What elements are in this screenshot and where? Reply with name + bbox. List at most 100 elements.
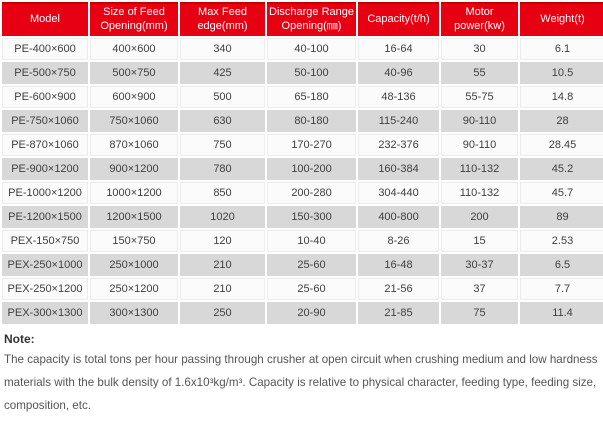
table-cell: 160-384 xyxy=(358,158,439,180)
table-cell: PE-750×1060 xyxy=(2,110,88,132)
table-cell: PE-500×750 xyxy=(2,62,88,84)
table-cell: 75 xyxy=(441,302,518,324)
table-cell: 780 xyxy=(180,158,265,180)
table-cell: 55-75 xyxy=(441,86,518,108)
table-cell: 900×1200 xyxy=(90,158,178,180)
table-cell: 600×900 xyxy=(90,86,178,108)
table-cell: 6.5 xyxy=(520,254,603,276)
table-cell: 2.53 xyxy=(520,230,603,252)
table-cell: 1200×1500 xyxy=(90,206,178,228)
column-header-feed-opening: Size of Feed Opening(mm) xyxy=(90,2,178,36)
table-cell: 110-132 xyxy=(441,182,518,204)
table-cell: PE-1200×1500 xyxy=(2,206,88,228)
table-cell: 210 xyxy=(180,254,265,276)
column-header-model: Model xyxy=(2,2,88,36)
table-cell: 250×1000 xyxy=(90,254,178,276)
spec-table: Model Size of Feed Opening(mm) Max Feed … xyxy=(0,0,603,326)
table-cell: 400-800 xyxy=(358,206,439,228)
table-cell: 100-200 xyxy=(267,158,356,180)
table-cell: 10.5 xyxy=(520,62,603,84)
table-header-row: Model Size of Feed Opening(mm) Max Feed … xyxy=(2,2,603,36)
table-cell: 90-110 xyxy=(441,134,518,156)
table-cell: 14.8 xyxy=(520,86,603,108)
table-cell: 37 xyxy=(441,278,518,300)
table-cell: 500×750 xyxy=(90,62,178,84)
table-cell: 28.45 xyxy=(520,134,603,156)
note-text: The capacity is total tons per hour pass… xyxy=(4,353,598,412)
table-cell: 45.2 xyxy=(520,158,603,180)
table-cell: PE-600×900 xyxy=(2,86,88,108)
table-cell: 1000×1200 xyxy=(90,182,178,204)
table-cell: 304-440 xyxy=(358,182,439,204)
table-cell: 120 xyxy=(180,230,265,252)
table-cell: 210 xyxy=(180,278,265,300)
table-cell: 8-26 xyxy=(358,230,439,252)
table-cell: 16-64 xyxy=(358,38,439,60)
table-row: PE-1000×1200 1000×1200 850 200-280 304-440 11… xyxy=(2,182,603,204)
table-cell: 115-240 xyxy=(358,110,439,132)
table-row: PE-400×600 400×600 340 40-100 16-64 30 6.1 xyxy=(2,38,603,60)
column-header-max-feed-edge: Max Feed edge(mm) xyxy=(180,2,265,36)
table-row: PEX-150×750 150×750 120 10-40 8-26 15 2.53 xyxy=(2,230,603,252)
table-cell: 20-90 xyxy=(267,302,356,324)
column-header-weight: Weight(t) xyxy=(520,2,603,36)
table-row: PE-500×750 500×750 425 50-100 40-96 55 10.5 xyxy=(2,62,603,84)
table-cell: 250×1200 xyxy=(90,278,178,300)
table-cell: 1020 xyxy=(180,206,265,228)
column-header-capacity: Capacity(t/h) xyxy=(358,2,439,36)
table-cell: 50-100 xyxy=(267,62,356,84)
table-cell: PEX-250×1000 xyxy=(2,254,88,276)
table-cell: 6.1 xyxy=(520,38,603,60)
table-cell: 25-60 xyxy=(267,278,356,300)
table-cell: 400×600 xyxy=(90,38,178,60)
table-row: PE-600×900 600×900 500 65-180 48-136 55-75 14.… xyxy=(2,86,603,108)
table-cell: 80-180 xyxy=(267,110,356,132)
table-cell: 30-37 xyxy=(441,254,518,276)
table-cell: PE-400×600 xyxy=(2,38,88,60)
table-cell: 200-280 xyxy=(267,182,356,204)
spec-table-body: PE-400×600 400×600 340 40-100 16-64 30 6.1 PE-5… xyxy=(2,38,603,324)
table-row: PE-1200×1500 1200×1500 1020 150-300 400-800 2… xyxy=(2,206,603,228)
table-cell: 48-136 xyxy=(358,86,439,108)
table-cell: 630 xyxy=(180,110,265,132)
table-row: PE-900×1200 900×1200 780 100-200 160-384 110-… xyxy=(2,158,603,180)
table-cell: 500 xyxy=(180,86,265,108)
table-cell: 425 xyxy=(180,62,265,84)
table-row: PE-870×1060 870×1060 750 170-270 232-376 90-1… xyxy=(2,134,603,156)
column-header-motor-power: Motor power(kw) xyxy=(441,2,518,36)
table-cell: 45.7 xyxy=(520,182,603,204)
table-cell: 750 xyxy=(180,134,265,156)
table-cell: 65-180 xyxy=(267,86,356,108)
table-cell: 850 xyxy=(180,182,265,204)
table-cell: 16-48 xyxy=(358,254,439,276)
table-cell: PE-1000×1200 xyxy=(2,182,88,204)
table-cell: 30 xyxy=(441,38,518,60)
table-cell: 25-60 xyxy=(267,254,356,276)
table-cell: PEX-150×750 xyxy=(2,230,88,252)
table-cell: 40-100 xyxy=(267,38,356,60)
table-row: PEX-300×1300 300×1300 250 20-90 21-85 75 11.4 xyxy=(2,302,603,324)
table-cell: 150-300 xyxy=(267,206,356,228)
table-cell: 10-40 xyxy=(267,230,356,252)
table-cell: 870×1060 xyxy=(90,134,178,156)
table-cell: 200 xyxy=(441,206,518,228)
table-cell: PE-900×1200 xyxy=(2,158,88,180)
table-cell: 750×1060 xyxy=(90,110,178,132)
table-row: PEX-250×1200 250×1200 210 25-60 21-56 37 7.7 xyxy=(2,278,603,300)
note-label: Note: xyxy=(4,332,35,346)
table-cell: 28 xyxy=(520,110,603,132)
table-cell: 15 xyxy=(441,230,518,252)
table-row: PEX-250×1000 250×1000 210 25-60 16-48 30-37 6.… xyxy=(2,254,603,276)
table-cell: 110-132 xyxy=(441,158,518,180)
table-cell: 11.4 xyxy=(520,302,603,324)
table-cell: 7.7 xyxy=(520,278,603,300)
table-cell: 150×750 xyxy=(90,230,178,252)
note-section: Note: The capacity is total tons per hou… xyxy=(0,326,603,417)
table-cell: 250 xyxy=(180,302,265,324)
table-cell: 40-96 xyxy=(358,62,439,84)
table-cell: PE-870×1060 xyxy=(2,134,88,156)
table-cell: 21-85 xyxy=(358,302,439,324)
column-header-discharge-range: Discharge Range Opening(㎜) xyxy=(267,2,356,36)
table-cell: PEX-250×1200 xyxy=(2,278,88,300)
